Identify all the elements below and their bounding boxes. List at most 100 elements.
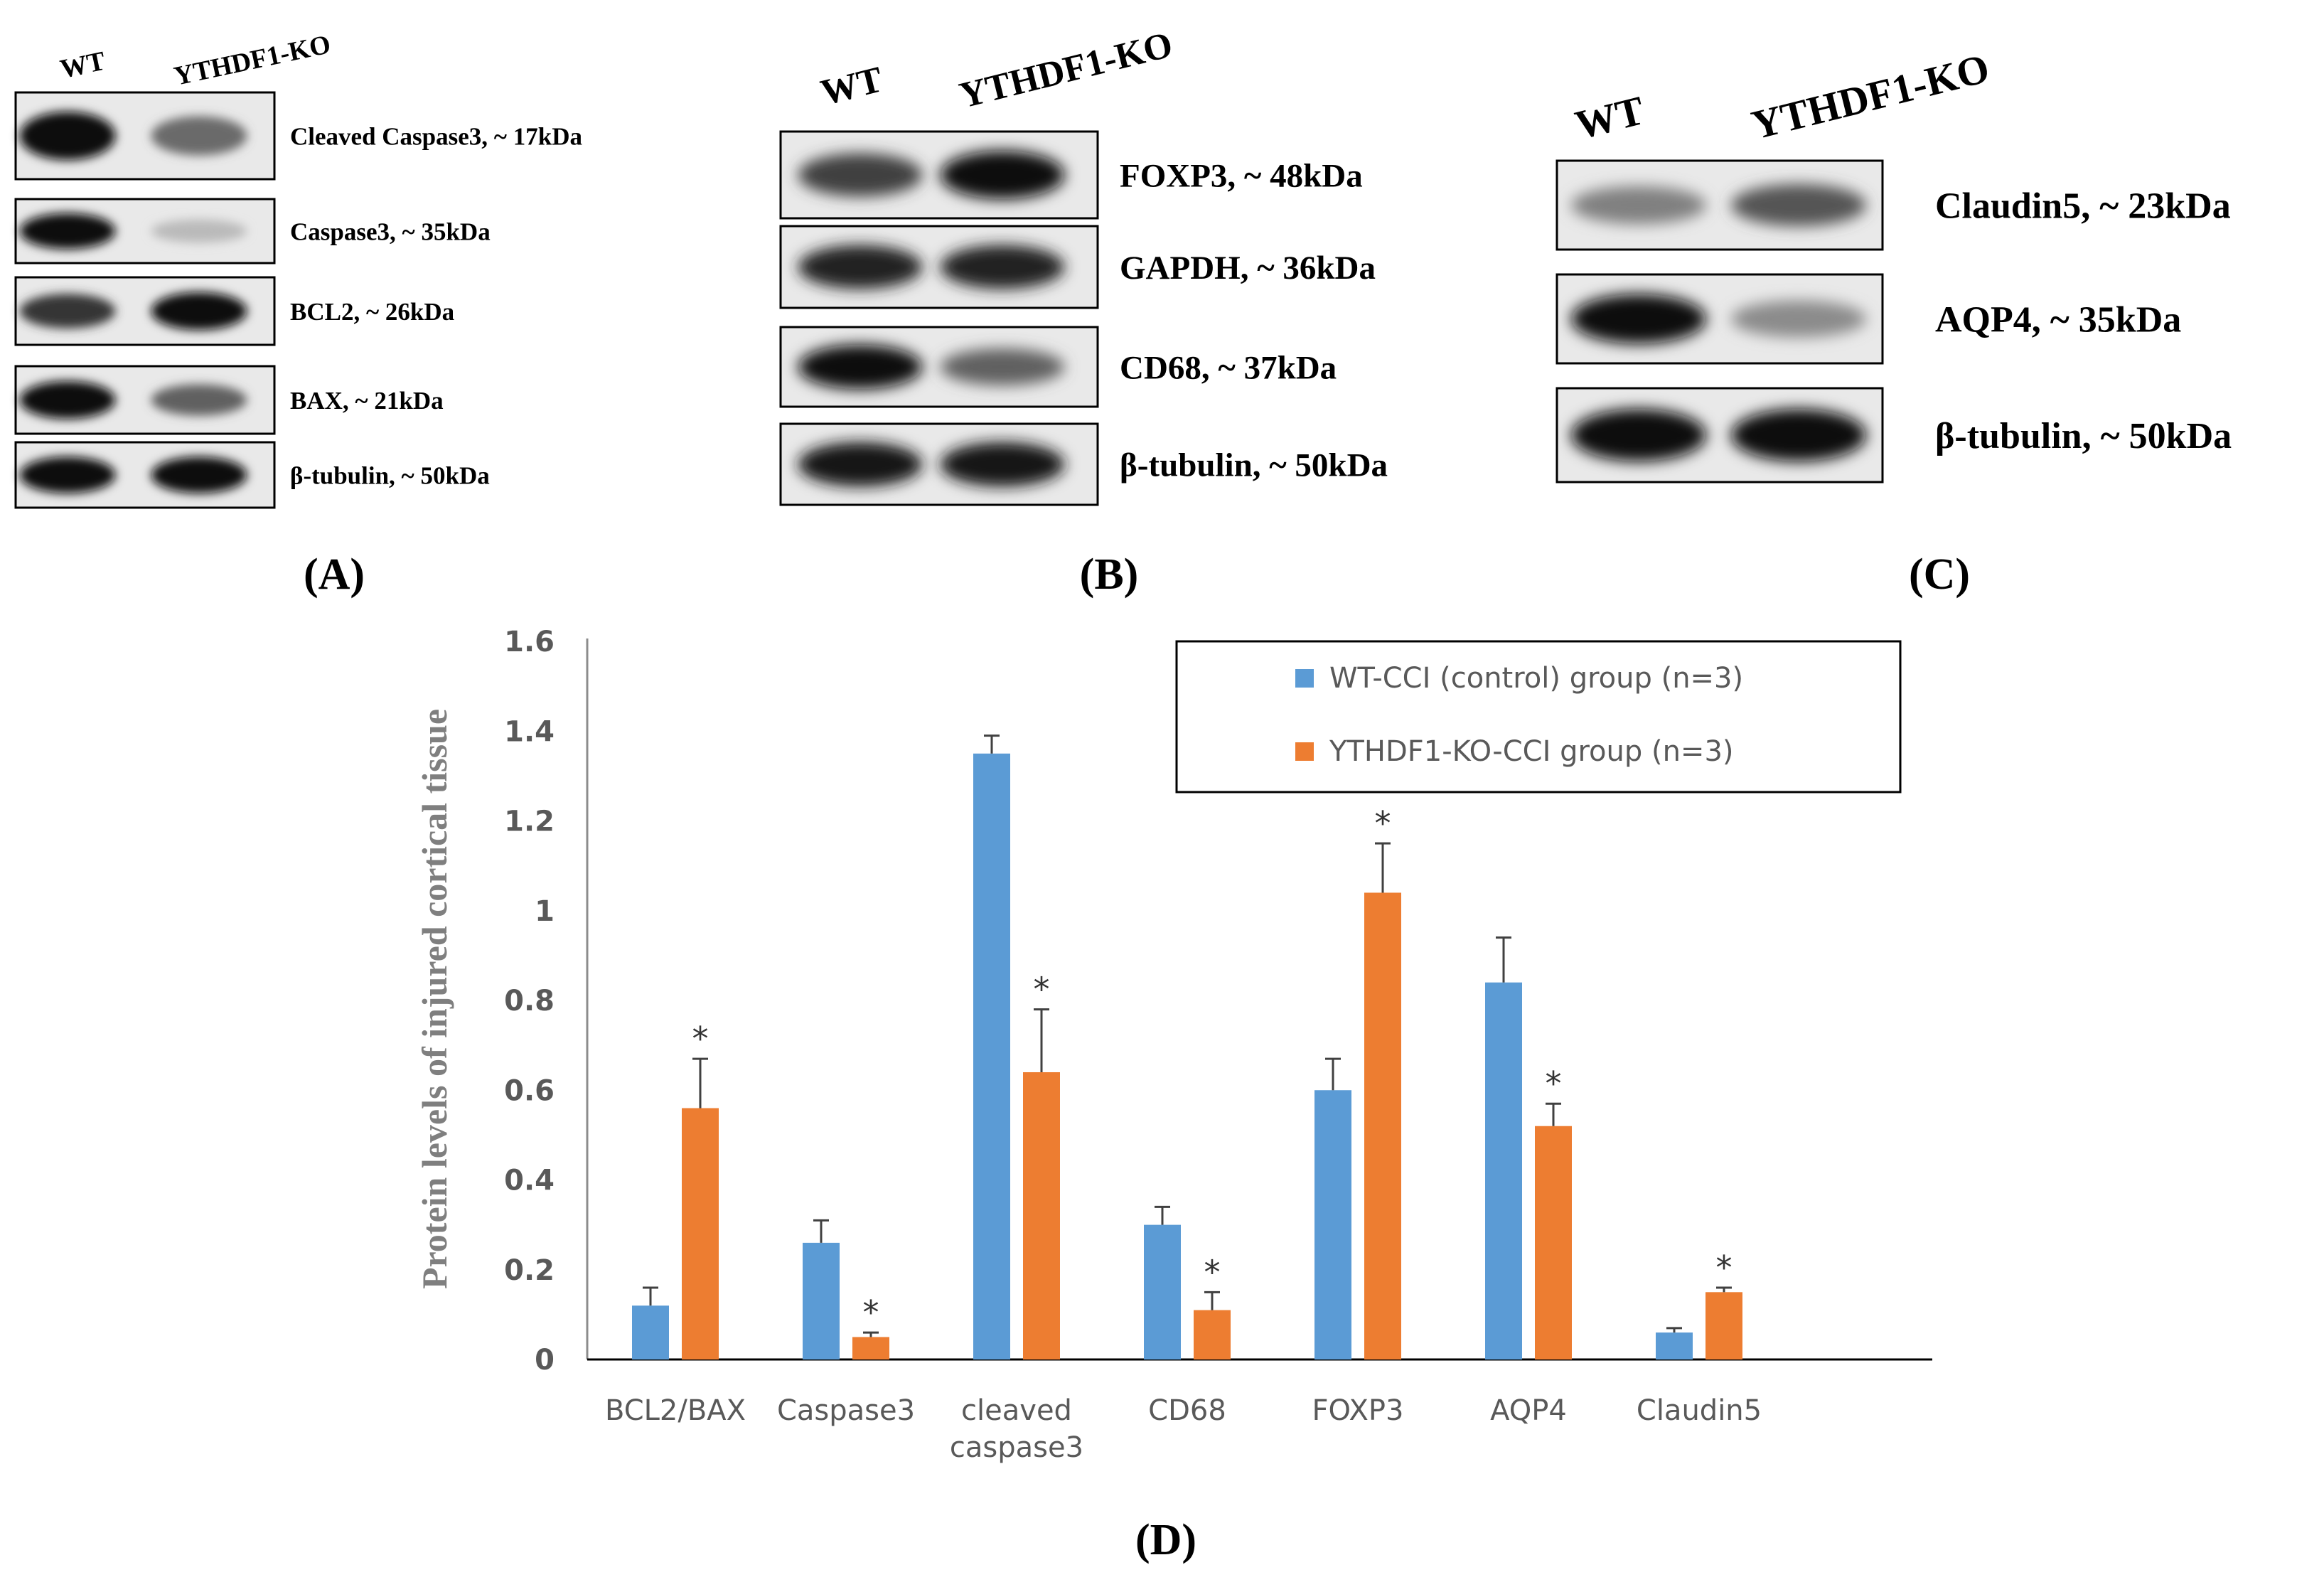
band-ko bbox=[151, 384, 247, 416]
y-tick-label: 1 bbox=[535, 895, 555, 928]
band-ko bbox=[151, 219, 247, 243]
significance-mark: * bbox=[863, 1293, 879, 1332]
x-tick-label: FOXP3 bbox=[1312, 1394, 1404, 1427]
blot-b-3: β-tubulin, ~ 50kDa bbox=[779, 422, 1388, 506]
band-wt bbox=[1571, 186, 1706, 225]
band-wt bbox=[1571, 409, 1706, 461]
significance-mark: * bbox=[1204, 1253, 1221, 1291]
blot-c-2: β-tubulin, ~ 50kDa bbox=[1555, 387, 2232, 483]
bar-ko-6 bbox=[1705, 1292, 1742, 1359]
bar-ko-0 bbox=[682, 1108, 719, 1359]
x-tick-label: BCL2/BAX bbox=[605, 1394, 746, 1427]
bar-wt-1 bbox=[803, 1242, 840, 1359]
x-tick-label: Claudin5 bbox=[1637, 1394, 1762, 1427]
panel-b-col-wt: WT bbox=[817, 59, 887, 113]
bar-wt-3 bbox=[1144, 1224, 1181, 1359]
y-axis-label: Protein levels of injured cortical tissu… bbox=[414, 709, 454, 1289]
panel-b-col-ko: YTHDF1-KO bbox=[955, 24, 1177, 116]
blot-a-2: BCL2, ~ 26kDa bbox=[14, 276, 454, 346]
band-wt bbox=[1571, 294, 1706, 344]
legend-swatch-ko bbox=[1295, 742, 1314, 761]
x-tick-label: Caspase3 bbox=[777, 1394, 915, 1427]
blot-label: β-tubulin, ~ 50kDa bbox=[1120, 447, 1388, 483]
y-tick-label: 1.6 bbox=[504, 626, 555, 658]
y-tick-label: 0.4 bbox=[504, 1165, 555, 1197]
blot-a-3: BAX, ~ 21kDa bbox=[14, 365, 444, 435]
blot-c-1: AQP4, ~ 35kDa bbox=[1555, 273, 2181, 365]
y-tick-label: 1.2 bbox=[504, 806, 555, 838]
panel-a-letter: (A) bbox=[304, 550, 365, 599]
legend-box bbox=[1175, 640, 1902, 794]
bar-ko-2 bbox=[1023, 1072, 1060, 1359]
band-wt bbox=[798, 153, 923, 197]
band-ko bbox=[940, 442, 1065, 487]
blot-label: FOXP3, ~ 48kDa bbox=[1120, 157, 1363, 194]
panel-b-western-blot: WT YTHDF1-KO (B) bbox=[817, 24, 1177, 599]
legend-label-ko: YTHDF1-KO-CCI group (n=3) bbox=[1329, 735, 1734, 768]
blot-label: BCL2, ~ 26kDa bbox=[290, 298, 454, 326]
bar-chart: Protein levels of injured cortical tissu… bbox=[414, 626, 1932, 1564]
blot-a-0: Cleaved Caspase3, ~ 17kDa bbox=[14, 91, 582, 181]
panel-a-col-wt: WT bbox=[58, 46, 108, 85]
bar-wt-6 bbox=[1656, 1332, 1693, 1359]
blot-label: BAX, ~ 21kDa bbox=[290, 387, 444, 415]
band-ko bbox=[940, 150, 1065, 200]
band-ko bbox=[1731, 300, 1866, 338]
bar-ko-4 bbox=[1364, 892, 1401, 1359]
band-wt bbox=[19, 456, 116, 493]
panel-a-col-ko: YTHDF1-KO bbox=[171, 29, 333, 92]
band-wt bbox=[19, 380, 116, 420]
band-ko bbox=[151, 456, 247, 493]
bar-wt-2 bbox=[973, 753, 1010, 1359]
bar-wt-5 bbox=[1485, 982, 1522, 1359]
blot-label: Caspase3, ~ 35kDa bbox=[290, 218, 491, 245]
blot-label: Cleaved Caspase3, ~ 17kDa bbox=[290, 122, 582, 150]
bar-ko-3 bbox=[1194, 1310, 1231, 1359]
significance-mark: * bbox=[1546, 1064, 1562, 1103]
blot-b-0: FOXP3, ~ 48kDa bbox=[779, 130, 1363, 220]
significance-mark: * bbox=[692, 1020, 709, 1058]
band-ko bbox=[151, 292, 247, 331]
band-ko bbox=[940, 348, 1065, 385]
significance-mark: * bbox=[1034, 971, 1050, 1009]
legend: WT-CCI (control) group (n=3) YTHDF1-KO-C… bbox=[1175, 640, 1902, 794]
y-tick-label: 0.8 bbox=[504, 985, 555, 1017]
blot-c-0: Claudin5, ~ 23kDa bbox=[1555, 159, 2231, 251]
x-tick-label: AQP4 bbox=[1490, 1394, 1567, 1427]
blot-label: CD68, ~ 37kDa bbox=[1120, 349, 1337, 386]
band-wt bbox=[19, 294, 116, 328]
y-tick-label: 0.6 bbox=[504, 1074, 555, 1107]
x-tick-label: cleaved caspase3 bbox=[950, 1394, 1083, 1464]
panel-c-col-ko: YTHDF1-KO bbox=[1747, 45, 1993, 149]
band-wt bbox=[19, 213, 116, 250]
bar-wt-0 bbox=[632, 1305, 669, 1359]
blot-label: AQP4, ~ 35kDa bbox=[1935, 300, 2181, 341]
band-ko bbox=[1731, 409, 1866, 461]
panel-c-letter: (C) bbox=[1909, 550, 1970, 599]
blot-b-2: CD68, ~ 37kDa bbox=[779, 326, 1337, 408]
panel-c-col-wt: WT bbox=[1570, 87, 1649, 148]
significance-mark: * bbox=[1716, 1249, 1733, 1287]
blot-a-1: Caspase3, ~ 35kDa bbox=[14, 198, 491, 264]
band-wt bbox=[798, 245, 923, 289]
band-wt bbox=[19, 111, 116, 161]
panel-b-letter: (B) bbox=[1080, 550, 1139, 599]
x-tick-label: CD68 bbox=[1148, 1394, 1226, 1427]
y-tick-label: 1.4 bbox=[504, 715, 555, 748]
blot-label: β-tubulin, ~ 50kDa bbox=[290, 461, 490, 489]
band-ko bbox=[151, 116, 247, 156]
panel-d-letter: (D) bbox=[1135, 1516, 1196, 1564]
blot-label: β-tubulin, ~ 50kDa bbox=[1935, 416, 2232, 456]
legend-swatch-wt bbox=[1295, 669, 1314, 688]
band-wt bbox=[798, 344, 923, 390]
bar-ko-1 bbox=[852, 1337, 889, 1359]
bar-wt-4 bbox=[1314, 1090, 1351, 1359]
blot-label: Claudin5, ~ 23kDa bbox=[1935, 186, 2231, 227]
blot-a-4: β-tubulin, ~ 50kDa bbox=[14, 441, 490, 509]
band-ko bbox=[1731, 183, 1866, 227]
bar-ko-5 bbox=[1535, 1126, 1572, 1359]
y-tick-label: 0 bbox=[535, 1344, 555, 1377]
blot-b-1: GAPDH, ~ 36kDa bbox=[779, 225, 1376, 309]
blot-label: GAPDH, ~ 36kDa bbox=[1120, 250, 1376, 287]
